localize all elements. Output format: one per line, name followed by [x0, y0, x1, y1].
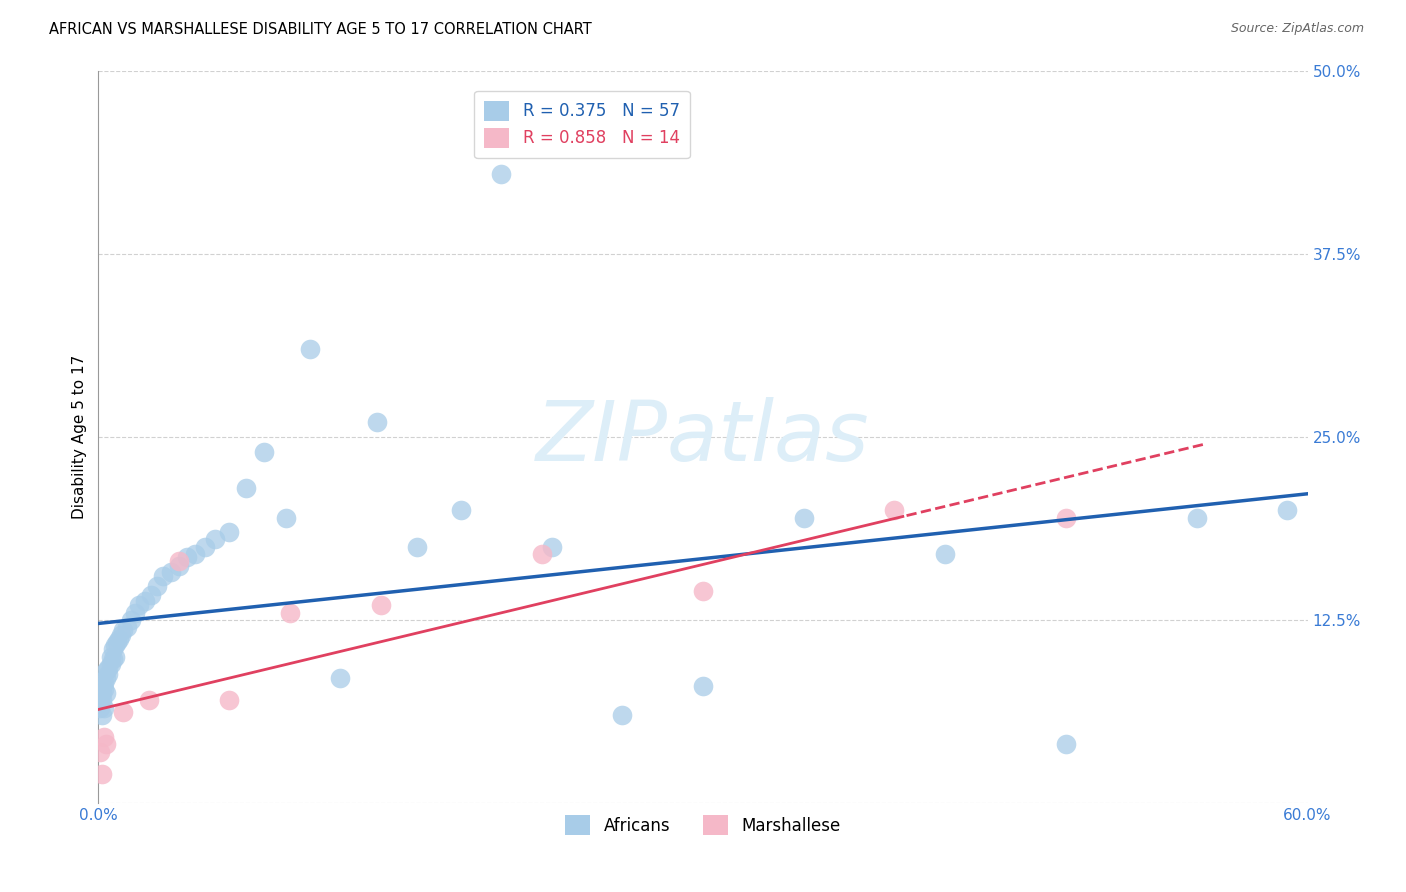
- Point: [934, 547, 956, 561]
- Point: [253, 444, 276, 458]
- Point: [93, 700, 115, 714]
- Point: [96, 664, 118, 678]
- Point: [218, 525, 240, 540]
- Point: [1277, 503, 1299, 517]
- Point: [194, 540, 217, 554]
- Point: [152, 569, 174, 583]
- Point: [450, 503, 472, 517]
- Point: [105, 635, 128, 649]
- Point: [883, 503, 905, 517]
- Point: [299, 343, 322, 357]
- Point: [329, 672, 352, 686]
- Point: [530, 547, 553, 561]
- Point: [89, 696, 111, 710]
- Legend: Africans, Marshallese: Africans, Marshallese: [558, 808, 848, 842]
- Point: [103, 649, 125, 664]
- Point: [107, 632, 129, 646]
- Point: [89, 700, 111, 714]
- Point: [176, 549, 198, 564]
- Point: [100, 649, 122, 664]
- Point: [128, 599, 150, 613]
- Point: [405, 540, 427, 554]
- Point: [124, 606, 146, 620]
- Point: [204, 533, 226, 547]
- Point: [184, 547, 207, 561]
- Point: [91, 693, 114, 707]
- Point: [235, 481, 257, 495]
- Point: [278, 606, 301, 620]
- Point: [91, 766, 114, 780]
- Point: [103, 638, 125, 652]
- Point: [160, 565, 183, 579]
- Point: [134, 594, 156, 608]
- Point: [93, 676, 115, 690]
- Text: AFRICAN VS MARSHALLESE DISABILITY AGE 5 TO 17 CORRELATION CHART: AFRICAN VS MARSHALLESE DISABILITY AGE 5 …: [49, 22, 592, 37]
- Point: [274, 510, 297, 524]
- Point: [692, 583, 714, 598]
- Point: [612, 708, 634, 723]
- Point: [91, 679, 114, 693]
- Point: [1054, 510, 1077, 524]
- Point: [491, 167, 513, 181]
- Point: [167, 554, 190, 568]
- Point: [1054, 737, 1077, 751]
- Point: [139, 588, 162, 602]
- Point: [101, 642, 124, 657]
- Text: Source: ZipAtlas.com: Source: ZipAtlas.com: [1230, 22, 1364, 36]
- Point: [91, 708, 114, 723]
- Point: [97, 661, 120, 675]
- Point: [93, 681, 115, 696]
- Point: [89, 745, 111, 759]
- Point: [366, 416, 388, 430]
- Point: [146, 579, 169, 593]
- Point: [138, 693, 160, 707]
- Point: [692, 679, 714, 693]
- Point: [100, 657, 122, 671]
- Point: [120, 613, 142, 627]
- Point: [96, 686, 118, 700]
- Point: [101, 652, 124, 666]
- Point: [115, 620, 138, 634]
- Point: [167, 558, 190, 573]
- Point: [96, 737, 118, 751]
- Point: [93, 730, 115, 744]
- Point: [111, 623, 134, 637]
- Point: [370, 599, 392, 613]
- Point: [540, 540, 562, 554]
- Point: [111, 705, 134, 719]
- Text: ZIPatlas: ZIPatlas: [536, 397, 870, 477]
- Point: [793, 510, 815, 524]
- Y-axis label: Disability Age 5 to 17: Disability Age 5 to 17: [72, 355, 87, 519]
- Point: [110, 627, 132, 641]
- Point: [91, 686, 114, 700]
- Point: [218, 693, 240, 707]
- Point: [96, 672, 118, 686]
- Point: [1185, 510, 1208, 524]
- Point: [89, 690, 111, 705]
- Point: [97, 667, 120, 681]
